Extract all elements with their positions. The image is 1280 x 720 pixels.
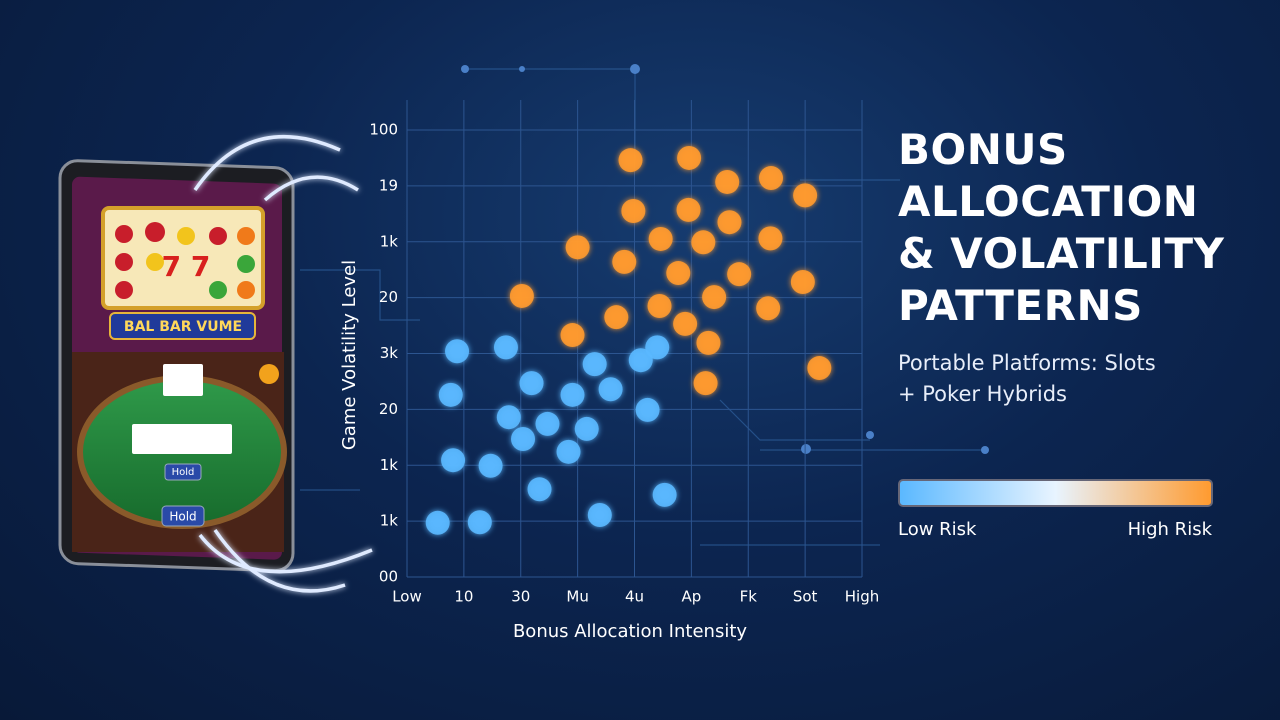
scatter-point <box>648 226 673 251</box>
scatter-point <box>756 296 781 321</box>
x-tick-label: Mu <box>566 588 588 606</box>
x-tick-label: Low <box>392 588 422 606</box>
circuit-dots <box>461 64 989 454</box>
scatter-point <box>560 323 585 348</box>
y-tick-label: 1k <box>380 232 399 250</box>
seven: 7 7 <box>162 250 211 283</box>
arrows <box>193 134 373 593</box>
y-tick-label: 3k <box>380 344 399 362</box>
scatter-point <box>677 145 702 170</box>
scatter-point <box>793 183 818 208</box>
x-tick-label: High <box>845 588 879 606</box>
button-main-label[interactable]: Hold <box>169 510 196 524</box>
scatter-point <box>478 453 503 478</box>
x-tick-label: 10 <box>454 588 473 606</box>
scatter-point <box>445 339 470 364</box>
scatter-point <box>702 285 727 310</box>
scatter-point <box>425 510 450 535</box>
x-tick-label: Sot <box>793 588 818 606</box>
scatter-point <box>645 335 670 360</box>
risk-colorbar <box>898 479 1213 507</box>
scatter-point <box>582 352 607 377</box>
y-tick-label: 00 <box>379 568 398 586</box>
y-tick-label: 1k <box>380 456 399 474</box>
scatter-point <box>758 226 783 251</box>
button-small-label: Hold <box>172 467 195 478</box>
scatter-point <box>676 197 701 222</box>
scatter-point <box>556 439 581 464</box>
scatter-point <box>647 294 672 319</box>
scatter-point <box>790 269 815 294</box>
scatter-point <box>598 377 623 402</box>
scatter-point <box>673 311 698 336</box>
colorbar-high-label: High Risk <box>1128 519 1213 540</box>
y-tick-label: 19 <box>379 176 398 194</box>
tablet: 7 7 BAL BAR VUME Hold Hold <box>58 159 295 573</box>
y-tick-label: 1k <box>380 512 399 530</box>
scatter-point <box>621 199 646 224</box>
scatter-point <box>438 382 463 407</box>
reel-symbols <box>115 222 255 299</box>
scatter-point <box>574 416 599 441</box>
scatter-point <box>467 510 492 535</box>
scatter-point <box>635 397 660 422</box>
scatter-point <box>496 405 521 430</box>
scatter-point <box>565 235 590 260</box>
scatter-point <box>604 305 629 330</box>
scatter-point <box>612 249 637 274</box>
y-tick-label: 20 <box>379 400 398 418</box>
scatter-point <box>807 356 832 381</box>
x-axis-label: Bonus Allocation Intensity <box>513 621 747 642</box>
scatter-point <box>759 166 783 191</box>
scatter-point <box>560 382 585 407</box>
hold-button[interactable] <box>161 505 205 527</box>
colorbar-low-label: Low Risk <box>898 519 977 540</box>
scatter-chart: 00 1k 1k 20 3k 20 1k 19 100 Low 10 30 Mu 4u Ap Fk Sot Hig… <box>369 100 879 606</box>
x-tick-label: Ap <box>681 588 701 606</box>
scatter-point <box>441 448 466 473</box>
circuit-lines <box>300 68 985 546</box>
scatter-point <box>527 477 552 502</box>
scatter-point <box>509 283 534 308</box>
scatter-point <box>652 482 677 507</box>
x-tick-label: Fk <box>740 588 758 606</box>
x-tick-label: 30 <box>511 588 530 606</box>
scatter-point <box>696 330 721 355</box>
scatter-point <box>587 502 612 527</box>
scatter-point <box>493 335 518 360</box>
scatter-point <box>628 348 653 373</box>
y-tick-label: 100 <box>369 121 398 139</box>
scatter-point <box>511 426 536 451</box>
scatter-point <box>691 230 716 255</box>
slot-banner: BAL BAR VUME <box>124 319 242 335</box>
scatter-point <box>717 210 742 235</box>
scatter-point <box>727 262 752 287</box>
scatter-point <box>535 411 560 436</box>
scatter-point <box>618 148 643 173</box>
scatter-point <box>715 169 740 194</box>
x-tick-label: 4u <box>625 588 644 606</box>
y-tick-label: 20 <box>379 288 398 306</box>
scatter-point <box>519 371 544 396</box>
scatter-point <box>666 261 691 286</box>
subtitle: Portable Platforms: Slots + Poker Hybrid… <box>898 351 1156 406</box>
scatter-point <box>693 371 718 396</box>
title: BONUS ALLOCATION & VOLATILITY PATTERNS <box>898 125 1225 330</box>
y-axis-label: Game Volatility Level <box>339 260 360 450</box>
